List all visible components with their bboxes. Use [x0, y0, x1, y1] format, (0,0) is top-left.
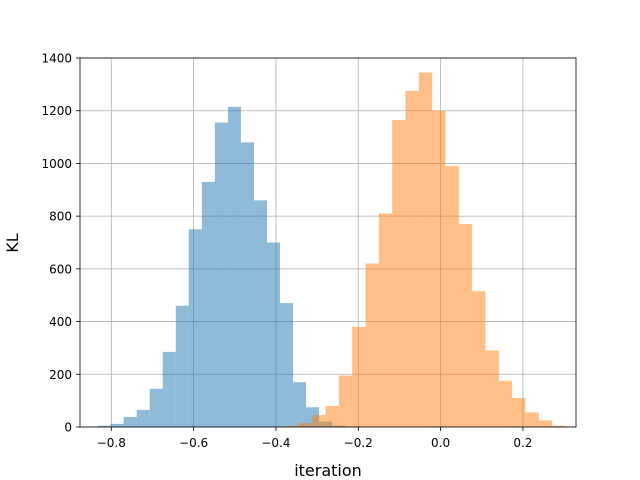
- histogram-bar-series-2: [525, 412, 539, 427]
- histogram-bar-series-1: [293, 382, 307, 427]
- histogram-bar-series-1: [188, 229, 202, 427]
- histogram-bar-series-2: [392, 119, 406, 428]
- histogram-bar-series-2: [498, 380, 513, 427]
- histogram-bar-series-2: [298, 423, 313, 427]
- y-tick-label: 1200: [41, 104, 72, 118]
- plot-frame: [79, 57, 577, 428]
- y-tick-label: 800: [49, 210, 72, 224]
- histogram-bar-series-1: [162, 351, 176, 427]
- x-tick-label: 0.2: [513, 436, 532, 450]
- histogram-bar-series-2: [338, 375, 353, 427]
- histogram-bar-series-2: [405, 90, 419, 428]
- histogram-bar-series-1: [227, 106, 241, 427]
- histogram-bar-series-2: [485, 350, 499, 427]
- histogram-bar-series-1: [280, 303, 294, 427]
- histogram-bar-series-1: [175, 305, 189, 427]
- histogram-bar-series-2: [512, 398, 526, 427]
- histogram-bar-series-2: [432, 110, 446, 427]
- histogram-bar-series-1: [97, 425, 111, 427]
- x-axis-label: iteration: [294, 461, 362, 480]
- y-tick-label: 200: [49, 368, 72, 382]
- histogram-bar-series-2: [352, 326, 366, 427]
- histogram-bar-series-1: [240, 142, 254, 428]
- axes: −0.8 −0.6 −0.4 −0.2 0.0 0.2 0 200 400 600 800 1000 1…: [41, 52, 577, 450]
- histogram-bar-series-2: [472, 291, 486, 427]
- x-tick-label: −0.2: [344, 436, 373, 450]
- x-tick-label: −0.6: [179, 436, 208, 450]
- y-tick-label: 400: [49, 315, 72, 329]
- x-tick-label: −0.8: [97, 436, 126, 450]
- y-tick-label: 600: [49, 262, 72, 276]
- y-tick-label: 1400: [41, 52, 72, 66]
- y-tick-label: 0: [64, 421, 72, 435]
- histogram-bar-series-1: [123, 416, 137, 427]
- x-tick-label: −0.4: [261, 436, 290, 450]
- histogram-bar-series-1: [201, 181, 215, 427]
- histogram-bar-series-1: [149, 388, 163, 427]
- grid: [80, 57, 576, 428]
- histogram-bar-series-2: [418, 72, 433, 427]
- histogram-bars: [97, 72, 579, 428]
- histogram-bar-series-1: [253, 200, 267, 427]
- histogram-bar-series-1: [110, 423, 124, 427]
- histogram-bar-series-2: [458, 224, 473, 427]
- histogram-bar-series-2: [325, 405, 339, 427]
- y-tick-label: 1000: [41, 157, 72, 171]
- histogram-bar-series-2: [538, 420, 553, 427]
- histogram-bar-series-1: [214, 122, 228, 427]
- histogram-bar-series-2: [378, 213, 393, 427]
- histogram-bar-series-1: [266, 242, 281, 427]
- histogram-bar-series-2: [312, 415, 326, 427]
- y-axis-label: KL: [3, 233, 22, 252]
- histogram-bar-series-2: [552, 425, 566, 427]
- histogram-bar-series-2: [365, 263, 379, 427]
- histogram-bar-series-1: [136, 409, 150, 427]
- histogram-bar-series-2: [285, 425, 299, 427]
- histogram-bar-series-2: [445, 166, 459, 428]
- x-tick-label: 0.0: [431, 436, 450, 450]
